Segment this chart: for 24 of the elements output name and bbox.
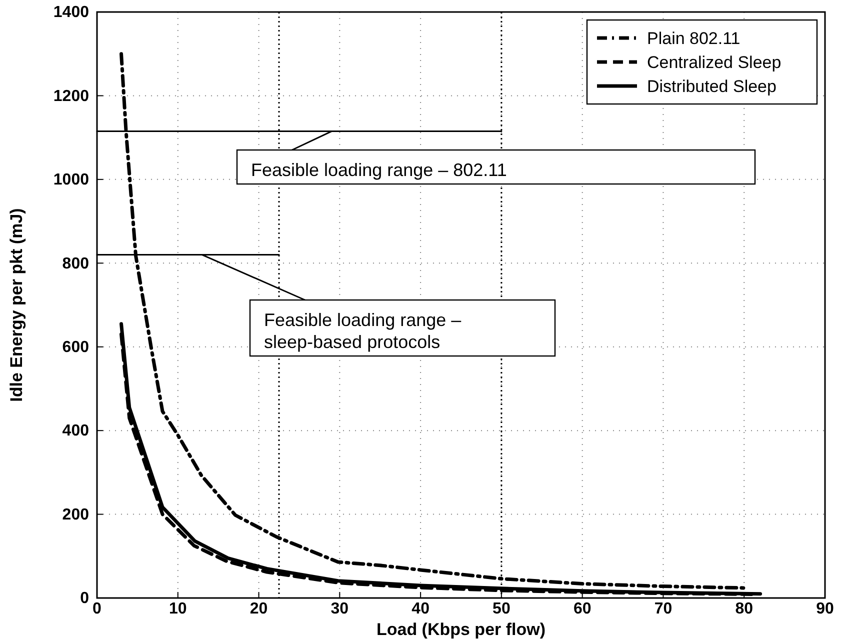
y-tick-label: 1400 xyxy=(53,4,90,22)
x-tick-label: 60 xyxy=(573,600,592,618)
y-tick-label: 1000 xyxy=(53,172,90,189)
x-tick-label: 30 xyxy=(330,600,349,618)
legend-label: Plain 802.11 xyxy=(647,29,740,48)
legend-label: Distributed Sleep xyxy=(647,77,776,96)
legend-label: Centralized Sleep xyxy=(647,53,782,72)
y-tick-label: 400 xyxy=(62,422,90,440)
x-tick-label: 50 xyxy=(492,600,510,618)
y-axis-title: Idle Energy per pkt (mJ) xyxy=(7,208,26,402)
x-tick-label: 10 xyxy=(168,600,187,618)
annotation: Feasible loading range – sleep-based protocols xyxy=(264,310,462,352)
y-tick-label: 200 xyxy=(62,506,90,524)
annotation: Feasible loading range – 802.11 xyxy=(251,160,507,180)
x-tick-label: 70 xyxy=(654,600,672,618)
x-tick-label: 80 xyxy=(735,600,754,618)
x-tick-label: 20 xyxy=(250,600,268,618)
y-tick-label: 600 xyxy=(62,338,90,356)
x-tick-label: 0 xyxy=(92,600,102,618)
y-tick-label: 800 xyxy=(62,255,90,272)
x-tick-label: 40 xyxy=(412,600,430,618)
x-tick-label: 90 xyxy=(816,600,834,618)
y-tick-label: 1200 xyxy=(53,88,90,105)
x-axis-title: Load (Kbps per flow) xyxy=(376,620,546,639)
